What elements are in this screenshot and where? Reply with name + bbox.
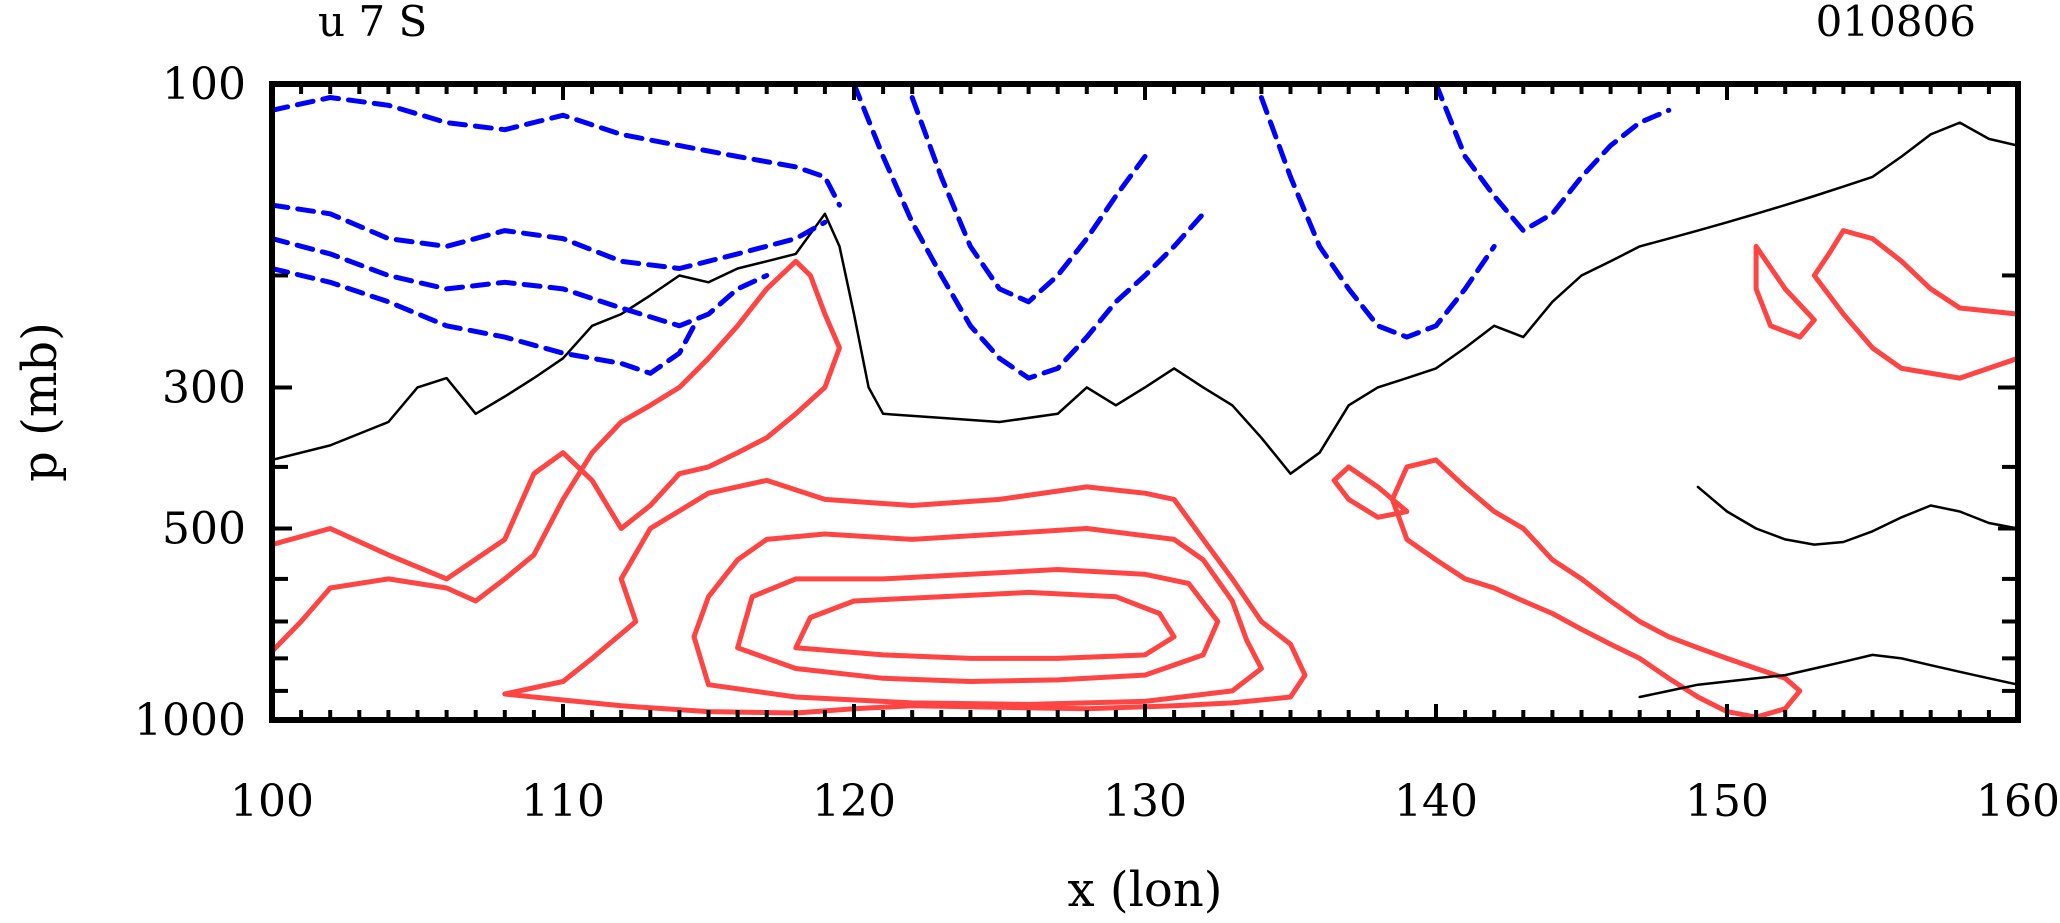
contour-solid-0-7 xyxy=(1753,243,1817,340)
x-tick-label: 160 xyxy=(1976,776,2060,827)
y-axis-label: p (mb) xyxy=(12,322,68,482)
contour-dashed-2-1 xyxy=(272,202,828,271)
chart-title-left: u 7 S xyxy=(318,0,427,46)
y-tick-label: 100 xyxy=(162,59,246,110)
contour-dashed-2-3 xyxy=(272,266,697,376)
y-tick-label: 300 xyxy=(162,362,246,413)
x-tick-label: 100 xyxy=(230,776,314,827)
contour-solid-1-2 xyxy=(1638,653,2018,699)
contour-dashed-2-7 xyxy=(1433,84,1672,234)
x-tick-labels: 100 110 120 130 140 150 160 xyxy=(230,776,2060,827)
contour-solid-0-4 xyxy=(793,589,1177,661)
axis-ticks xyxy=(270,82,2020,722)
contour-dashed-2-4 xyxy=(851,84,1206,381)
contour-dashed-2-6 xyxy=(1258,95,1497,340)
contour-solid-1-0 xyxy=(272,121,2018,475)
y-tick-label: 500 xyxy=(162,504,246,555)
contour-solid-0-5 xyxy=(1389,457,1803,720)
x-tick-label: 130 xyxy=(1103,776,1187,827)
contour-solid-0-8 xyxy=(1331,464,1410,520)
x-axis-label: x (lon) xyxy=(1068,862,1223,918)
contour-solid-0-3 xyxy=(735,567,1221,684)
y-tick-labels: 100 300 500 1000 xyxy=(134,59,246,746)
contour-dashed-2-0 xyxy=(272,95,842,208)
contour-solid-0-0 xyxy=(272,258,842,654)
y-tick-label: 1000 xyxy=(134,695,246,746)
contour-solid-0-2 xyxy=(691,526,1264,707)
contour-lines xyxy=(272,84,2018,720)
x-tick-label: 140 xyxy=(1394,776,1478,827)
contour-dashed-2-2 xyxy=(272,236,770,329)
chart-title-right: 010806 xyxy=(1816,0,1976,46)
contour-solid-1-1 xyxy=(1696,485,2018,546)
x-tick-label: 150 xyxy=(1685,776,1769,827)
contour-dashed-2-5 xyxy=(909,95,1148,305)
x-tick-label: 110 xyxy=(521,776,605,827)
x-tick-label: 120 xyxy=(812,776,896,827)
contour-solid-0-6 xyxy=(1811,228,2018,381)
plot-frame xyxy=(269,81,2021,723)
